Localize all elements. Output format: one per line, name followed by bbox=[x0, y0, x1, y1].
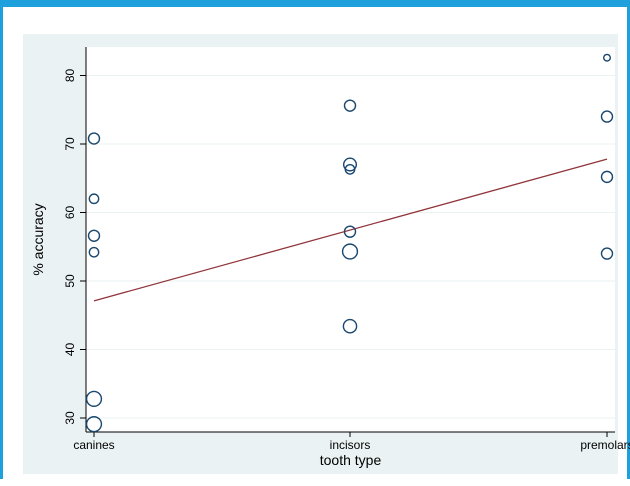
data-point bbox=[88, 193, 100, 205]
data-point bbox=[87, 132, 101, 145]
x-tick-label: premolars bbox=[580, 438, 630, 452]
data-point bbox=[87, 229, 101, 242]
data-point bbox=[600, 170, 614, 184]
x-tick-label: canines bbox=[73, 438, 114, 452]
data-point bbox=[344, 163, 356, 175]
plot-area bbox=[86, 47, 615, 432]
data-point bbox=[88, 246, 100, 258]
axes: 30 40 50 60 70 80 canines incisors premolars bbox=[63, 47, 630, 452]
data-point bbox=[341, 243, 359, 260]
data-point bbox=[600, 110, 614, 123]
data-point bbox=[600, 247, 614, 260]
data-point bbox=[342, 157, 358, 172]
grid-lines bbox=[86, 75, 615, 419]
data-point bbox=[85, 416, 103, 433]
x-tick-label: incisors bbox=[330, 438, 371, 452]
y-tick-label: 80 bbox=[63, 69, 77, 83]
y-tick-label: 70 bbox=[63, 137, 77, 151]
data-point bbox=[603, 53, 612, 62]
data-point bbox=[343, 99, 357, 112]
data-point bbox=[342, 318, 358, 334]
scatter-chart: 30 40 50 60 70 80 canines incisors premolars too… bbox=[23, 34, 630, 474]
y-tick-label: 30 bbox=[63, 411, 77, 425]
y-axis-title: % accuracy bbox=[30, 203, 46, 275]
data-point bbox=[343, 225, 357, 238]
y-tick-label: 60 bbox=[63, 206, 77, 220]
data-point bbox=[85, 390, 103, 407]
fitted-line bbox=[93, 158, 608, 302]
y-tick-label: 50 bbox=[63, 274, 77, 288]
x-axis-title: tooth type bbox=[320, 452, 382, 468]
y-tick-label: 40 bbox=[63, 343, 77, 357]
fitted-line-group bbox=[93, 158, 608, 302]
data-points bbox=[85, 53, 614, 433]
